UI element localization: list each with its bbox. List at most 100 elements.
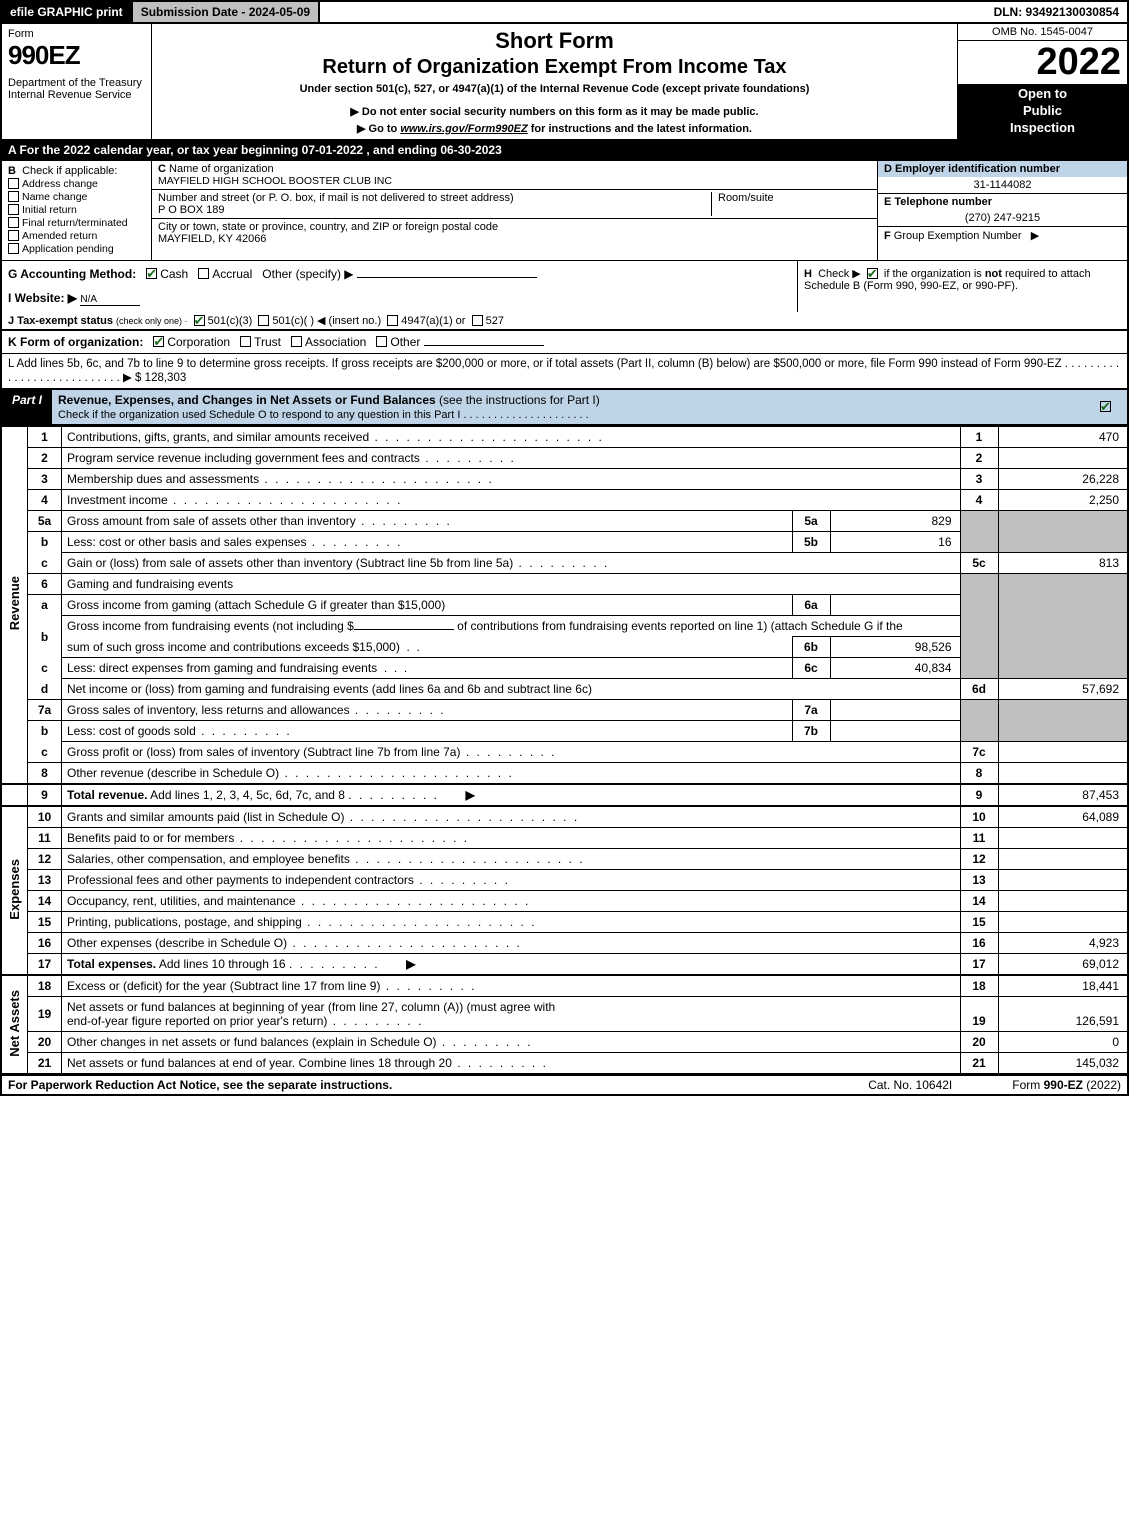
line-7-shade [960, 700, 998, 742]
line-11-value [998, 828, 1128, 849]
header-center: Short Form Return of Organization Exempt… [152, 24, 957, 139]
chk-trust[interactable] [240, 336, 251, 347]
under-section: Under section 501(c), 527, or 4947(a)(1)… [158, 83, 951, 95]
line-11-desc: Benefits paid to or for members [62, 828, 961, 849]
line-2-num: 2 [28, 448, 62, 469]
short-form-title: Short Form [158, 28, 951, 54]
chk-application-pending[interactable]: Application pending [8, 243, 145, 255]
line-18-desc: Excess or (deficit) for the year (Subtra… [62, 975, 961, 997]
i-website-label: I Website: ▶ [8, 291, 77, 305]
line-3-rnum: 3 [960, 469, 998, 490]
line-18-value: 18,441 [998, 975, 1128, 997]
phone-value: (270) 247-9215 [878, 210, 1127, 226]
part-1-tag: Part I [2, 390, 52, 424]
line-5b-desc: Less: cost or other basis and sales expe… [62, 532, 793, 553]
part-1-table: Revenue 1 Contributions, gifts, grants, … [0, 426, 1129, 1075]
chk-initial-return[interactable]: Initial return [8, 204, 145, 216]
irs-link[interactable]: www.irs.gov/Form990EZ [400, 123, 527, 135]
line-14-rnum: 14 [960, 891, 998, 912]
line-5b-mn: 5b [792, 532, 830, 553]
city-label: City or town, state or province, country… [158, 221, 498, 233]
line-7b-mn: 7b [792, 721, 830, 742]
line-6b-desc2: sum of such gross income and contributio… [62, 637, 793, 658]
line-6-shade [960, 574, 998, 679]
line-9-desc: Total revenue. Add lines 1, 2, 3, 4, 5c,… [62, 784, 961, 806]
line-10-rnum: 10 [960, 806, 998, 828]
line-19-num: 19 [28, 997, 62, 1032]
line-15-desc: Printing, publications, postage, and shi… [62, 912, 961, 933]
line-7b-num: b [28, 721, 62, 742]
line-2-value [998, 448, 1128, 469]
chk-other-org[interactable] [376, 336, 387, 347]
chk-501c3[interactable] [194, 315, 205, 326]
line-13-rnum: 13 [960, 870, 998, 891]
return-title: Return of Organization Exempt From Incom… [158, 56, 951, 79]
chk-schedule-b[interactable] [867, 268, 878, 279]
line-6b-mn: 6b [792, 637, 830, 658]
line-8-num: 8 [28, 763, 62, 785]
section-b-checkboxes: B B Check if applicable:Check if applica… [2, 161, 152, 260]
line-14-num: 14 [28, 891, 62, 912]
chk-501c[interactable] [258, 315, 269, 326]
c-label: Name of organization [169, 163, 274, 175]
line-14-value [998, 891, 1128, 912]
line-9-value: 87,453 [998, 784, 1128, 806]
ein-value: 31-1144082 [878, 177, 1127, 193]
omb-number: OMB No. 1545-0047 [958, 24, 1127, 41]
line-8-value [998, 763, 1128, 785]
part-1-header: Part I Revenue, Expenses, and Changes in… [0, 390, 1129, 426]
line-7-shade-val [998, 700, 1128, 742]
line-2-desc: Program service revenue including govern… [62, 448, 961, 469]
chk-accrual[interactable] [198, 268, 209, 279]
line-6c-desc: Less: direct expenses from gaming and fu… [62, 658, 793, 679]
top-bar: efile GRAPHIC print Submission Date - 20… [0, 0, 1129, 24]
line-6b-mv: 98,526 [830, 637, 960, 658]
line-4-value: 2,250 [998, 490, 1128, 511]
line-10-value: 64,089 [998, 806, 1128, 828]
line-9-rnum: 9 [960, 784, 998, 806]
line-5c-value: 813 [998, 553, 1128, 574]
block-bcdef: B B Check if applicable:Check if applica… [0, 161, 1129, 261]
room-suite-label: Room/suite [711, 192, 871, 216]
line-3-value: 26,228 [998, 469, 1128, 490]
chk-527[interactable] [472, 315, 483, 326]
line-7b-desc: Less: cost of goods sold [62, 721, 793, 742]
line-8-desc: Other revenue (describe in Schedule O) [62, 763, 961, 785]
chk-amended-return[interactable]: Amended return [8, 230, 145, 242]
revenue-label-end [1, 784, 28, 806]
chk-schedule-o-part1[interactable] [1100, 401, 1111, 412]
chk-final-return[interactable]: Final return/terminated [8, 217, 145, 229]
line-12-rnum: 12 [960, 849, 998, 870]
line-7a-desc: Gross sales of inventory, less returns a… [62, 700, 793, 721]
chk-cash[interactable] [146, 268, 157, 279]
line-6c-mv: 40,834 [830, 658, 960, 679]
street-label: Number and street (or P. O. box, if mail… [158, 192, 514, 204]
line-6c-num: c [28, 658, 62, 679]
line-7a-num: 7a [28, 700, 62, 721]
line-6b-num: b [28, 616, 62, 658]
line-5b-num: b [28, 532, 62, 553]
chk-corporation[interactable] [153, 336, 164, 347]
line-7c-value [998, 742, 1128, 763]
line-5a-desc: Gross amount from sale of assets other t… [62, 511, 793, 532]
footer-catno: Cat. No. 10642I [868, 1078, 952, 1092]
line-16-value: 4,923 [998, 933, 1128, 954]
line-13-value [998, 870, 1128, 891]
line-5a-mn: 5a [792, 511, 830, 532]
line-6a-num: a [28, 595, 62, 616]
l-gross-receipts: L Add lines 5b, 6c, and 7b to line 9 to … [2, 354, 1127, 390]
no-ssn-notice: ▶ Do not enter social security numbers o… [158, 105, 951, 118]
line-18-rnum: 18 [960, 975, 998, 997]
f-group-exemption: F Group Exemption Number ▶ [878, 226, 1127, 244]
line-5a-mv: 829 [830, 511, 960, 532]
chk-name-change[interactable]: Name change [8, 191, 145, 203]
line-6b-desc1: Gross income from fundraising events (no… [62, 616, 961, 637]
line-17-desc: Total expenses. Add lines 10 through 16 … [62, 954, 961, 976]
header-left: Form 990EZ Department of the Treasury In… [2, 24, 152, 139]
chk-association[interactable] [291, 336, 302, 347]
chk-address-change[interactable]: Address change [8, 178, 145, 190]
line-17-num: 17 [28, 954, 62, 976]
revenue-label: Revenue [1, 427, 28, 785]
chk-4947a1[interactable] [387, 315, 398, 326]
submission-date: Submission Date - 2024-05-09 [133, 2, 320, 22]
